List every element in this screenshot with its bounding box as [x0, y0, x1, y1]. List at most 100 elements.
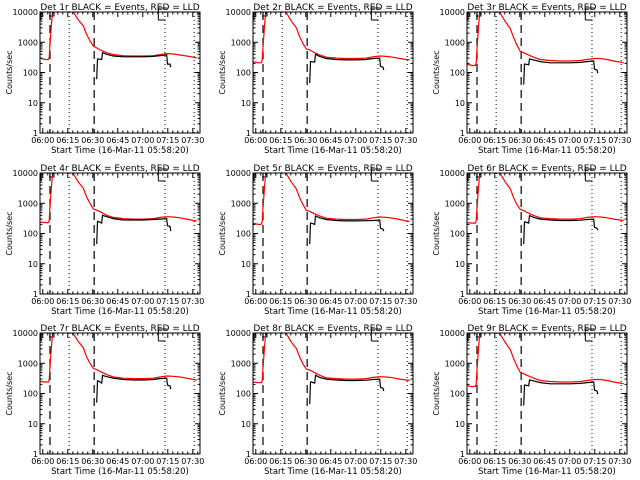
events-series-line: [96, 51, 172, 80]
x-tick-label: 07:15: [156, 136, 179, 145]
y-tick-label: 100: [23, 390, 38, 399]
plot-frame: [466, 172, 628, 295]
panel-det-9: 1 10 100 1000 10000 06:00 06:15 06:30 06:45 07:00…: [432, 324, 631, 477]
x-tick-label: 06:30: [294, 297, 317, 306]
y-tick-label: 10000: [13, 169, 38, 178]
y-tick-label: 100: [450, 230, 465, 239]
panel-det-7: 1 10 100 1000 10000 06:00 06:15 06:30 06:45 07:00…: [5, 324, 204, 477]
x-tick-label: 07:00: [131, 297, 154, 306]
plot-frame: [252, 11, 414, 134]
event-marker-right: [157, 7, 168, 21]
panel-det-5: 1 10 100 1000 10000 06:00 06:15 06:30 06:45 07:00…: [218, 164, 417, 317]
plot-frame: [466, 332, 628, 455]
y-axis-label: Counts/sec: [218, 50, 227, 94]
y-tick-label: 10: [28, 260, 38, 269]
y-tick-label: 1000: [445, 199, 465, 208]
y-tick-label: 10000: [440, 8, 465, 17]
y-tick-label: 10: [455, 420, 465, 429]
y-axis-label: Counts/sec: [432, 50, 441, 94]
event-marker-right: [584, 7, 595, 21]
x-tick-label: 06:00: [244, 457, 267, 466]
x-tick-label: 07:00: [344, 297, 367, 306]
x-axis-label: Start Time (16-Mar-11 05:58:20): [478, 467, 616, 477]
panel-det-4: 1 10 100 1000 10000 06:00 06:15 06:30 06:45 07:00…: [5, 164, 204, 317]
x-tick-label: 07:00: [558, 297, 581, 306]
x-tick-label: 06:30: [508, 136, 531, 145]
y-tick-label: 1000: [18, 359, 38, 368]
y-tick-label: 100: [450, 390, 465, 399]
x-tick-label: 07:15: [583, 136, 606, 145]
x-tick-label: 07:15: [369, 297, 392, 306]
panel-det-8: 1 10 100 1000 10000 06:00 06:15 06:30 06:45 07:00…: [218, 324, 417, 477]
events-series-line: [309, 53, 385, 84]
x-tick-label: 06:15: [56, 136, 79, 145]
x-tick-label: 07:30: [394, 457, 417, 466]
y-tick-label: 1000: [445, 38, 465, 47]
y-tick-label: 100: [23, 230, 38, 239]
x-tick-label: 06:45: [319, 297, 342, 306]
panel-title: Det 4r BLACK = Events, RED = LLD: [40, 164, 199, 174]
y-tick-label: 10000: [226, 329, 251, 338]
x-tick-label: 07:15: [583, 457, 606, 466]
x-axis-label: Start Time (16-Mar-11 05:58:20): [51, 307, 189, 317]
x-tick-label: 06:45: [319, 457, 342, 466]
x-tick-label: 06:15: [483, 136, 506, 145]
x-tick-label: 06:30: [294, 136, 317, 145]
panel-det-3: 1 10 100 1000 10000 06:00 06:15 06:30 06:45 07:00…: [432, 3, 631, 156]
x-tick-label: 07:30: [608, 297, 631, 306]
y-tick-label: 10000: [226, 169, 251, 178]
x-tick-label: 06:00: [31, 136, 54, 145]
x-tick-label: 06:15: [56, 297, 79, 306]
panel-title: Det 9r BLACK = Events, RED = LLD: [467, 324, 626, 334]
x-tick-label: 07:15: [583, 297, 606, 306]
plot-frame: [39, 332, 201, 455]
events-series-line: [309, 215, 385, 245]
event-marker-right: [157, 168, 168, 182]
x-tick-label: 06:00: [244, 136, 267, 145]
y-axis-label: Counts/sec: [218, 371, 227, 415]
panel-title: Det 5r BLACK = Events, RED = LLD: [253, 164, 412, 174]
x-tick-label: 07:00: [344, 136, 367, 145]
x-tick-label: 07:00: [558, 136, 581, 145]
y-tick-label: 1: [460, 129, 465, 138]
panel-title: Det 6r BLACK = Events, RED = LLD: [467, 164, 626, 174]
y-axis-label: Counts/sec: [5, 211, 14, 255]
y-tick-label: 10000: [13, 8, 38, 17]
x-axis-label: Start Time (16-Mar-11 05:58:20): [51, 467, 189, 477]
plot-frame: [39, 11, 201, 134]
plot-frame: [252, 332, 414, 455]
x-tick-label: 06:00: [31, 457, 54, 466]
lld-series-line: [467, 12, 624, 67]
panel-title: Det 7r BLACK = Events, RED = LLD: [40, 324, 199, 334]
y-tick-label: 100: [23, 69, 38, 78]
x-tick-label: 06:00: [458, 136, 481, 145]
y-tick-label: 1: [33, 450, 38, 459]
y-tick-label: 100: [236, 390, 251, 399]
lld-series-line: [40, 173, 197, 224]
x-tick-label: 06:15: [269, 457, 292, 466]
events-series-line: [96, 214, 172, 245]
panel-title: Det 1r BLACK = Events, RED = LLD: [40, 3, 199, 13]
x-tick-label: 07:30: [394, 297, 417, 306]
y-axis-label: Counts/sec: [5, 50, 14, 94]
events-series-line: [523, 379, 599, 406]
x-tick-label: 06:00: [458, 457, 481, 466]
x-tick-label: 06:15: [483, 457, 506, 466]
x-tick-label: 06:30: [294, 457, 317, 466]
x-tick-label: 06:30: [81, 136, 104, 145]
plot-frame: [252, 172, 414, 295]
x-tick-label: 06:30: [508, 457, 531, 466]
x-axis-label: Start Time (16-Mar-11 05:58:20): [264, 146, 402, 156]
y-tick-label: 10: [241, 99, 251, 108]
x-tick-label: 06:00: [244, 297, 267, 306]
y-tick-label: 10000: [13, 329, 38, 338]
event-marker-right: [584, 328, 595, 342]
x-tick-label: 07:00: [131, 136, 154, 145]
x-tick-label: 07:15: [369, 457, 392, 466]
x-tick-label: 06:45: [106, 457, 129, 466]
y-tick-label: 10: [28, 99, 38, 108]
panel-det-6: 1 10 100 1000 10000 06:00 06:15 06:30 06:45 07:00…: [432, 164, 631, 317]
x-tick-label: 06:30: [508, 297, 531, 306]
x-axis-label: Start Time (16-Mar-11 05:58:20): [51, 146, 189, 156]
y-tick-label: 1: [460, 290, 465, 299]
